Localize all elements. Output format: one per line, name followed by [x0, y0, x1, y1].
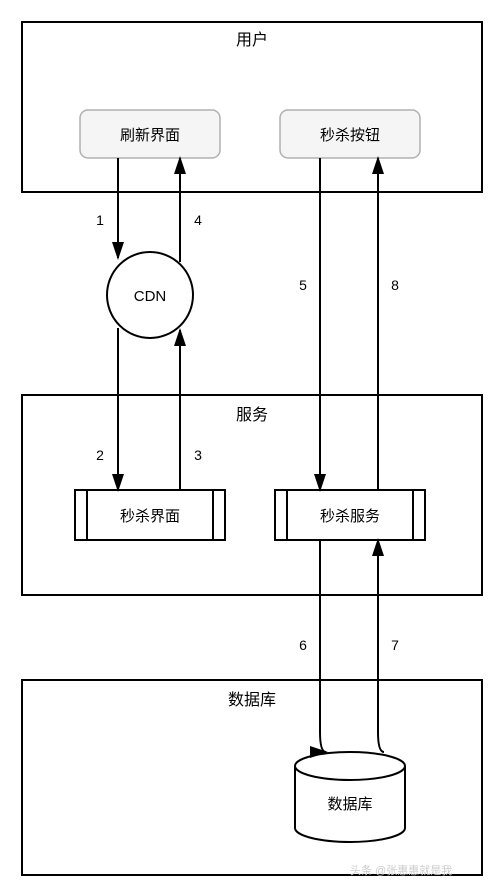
edge-label-7: 7 [391, 637, 399, 653]
seckill_btn-label: 秒杀按钮 [320, 127, 380, 144]
edge-label-5: 5 [299, 277, 307, 293]
db_box [22, 680, 482, 875]
edge-label-6: 6 [299, 637, 307, 653]
seckill_svc-label: 秒杀服务 [320, 508, 380, 525]
edge-label-8: 8 [391, 277, 399, 293]
edge-label-1: 1 [96, 212, 104, 228]
watermark: 头条 @张惠惠就是我 [350, 863, 452, 877]
edge-label-3: 3 [194, 447, 202, 463]
db_box-label: 数据库 [228, 691, 276, 709]
db-label: 数据库 [327, 796, 372, 813]
cdn-label: CDN [134, 288, 167, 305]
refresh_btn-label: 刷新界面 [120, 127, 180, 144]
architecture-diagram: 用户服务数据库 刷新界面 秒杀按钮 CDN 秒杀界面 秒杀服务数据库 1 4 2 3 5 8 6 7 头条 … [0, 0, 504, 887]
edge-label-2: 2 [96, 447, 104, 463]
user_box-label: 用户 [236, 31, 268, 49]
edge-6 [320, 540, 326, 752]
edge-label-4: 4 [194, 212, 202, 228]
service_box-label: 服务 [236, 406, 268, 424]
seckill_ui-label: 秒杀界面 [120, 508, 180, 525]
edge-7 [378, 540, 384, 752]
